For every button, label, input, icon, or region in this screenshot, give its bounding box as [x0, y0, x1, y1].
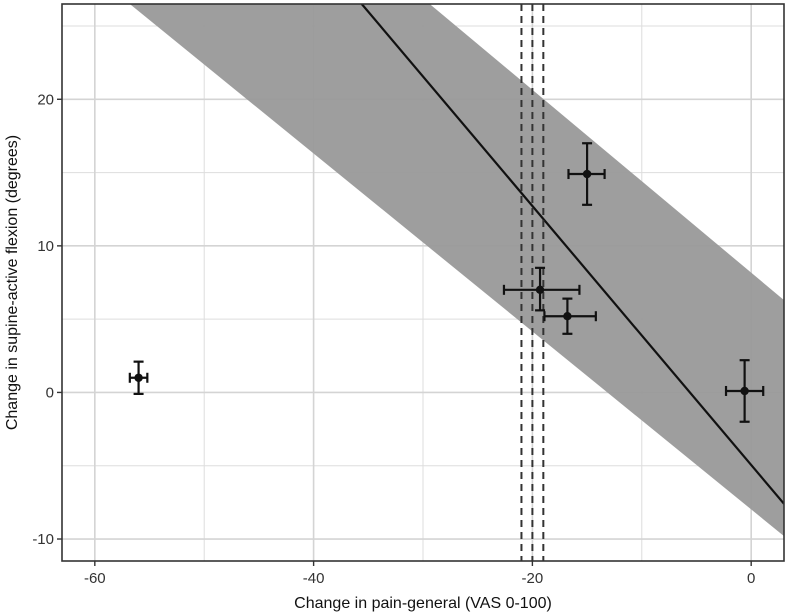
regression-line: [360, 4, 784, 505]
y-axis-ticks: -10 0 10 20: [32, 91, 62, 548]
x-tick-label: -20: [522, 570, 544, 587]
data-point-group: [128, 360, 149, 395]
y-tick-label: -10: [32, 531, 54, 548]
y-tick-label: 0: [46, 384, 54, 401]
data-point-group: [543, 297, 597, 335]
data-point: [582, 169, 592, 179]
x-axis-ticks: -60 -40 -20 0: [84, 561, 755, 587]
data-point: [740, 386, 749, 396]
data-point-group: [567, 142, 606, 206]
regression-line-layer: [360, 4, 784, 505]
data-point: [563, 312, 572, 321]
data-points-layer: [128, 142, 765, 423]
data-point: [535, 285, 545, 295]
x-tick-label: -40: [303, 570, 325, 587]
x-axis-title: Change in pain-general (VAS 0-100): [294, 595, 552, 612]
data-point-group: [502, 266, 581, 312]
x-tick-label: -60: [84, 570, 106, 587]
data-point-group: [724, 359, 765, 423]
y-tick-label: 10: [37, 238, 54, 255]
reference-lines-layer: [520, 4, 545, 561]
x-tick-label: 0: [747, 570, 755, 587]
confidence-band: [129, 4, 784, 537]
y-tick-label: 20: [37, 91, 54, 108]
data-point: [134, 373, 143, 382]
confidence-band-layer: [129, 4, 784, 537]
panel-border: [61, 3, 785, 562]
y-axis-title: Change in supine-active flexion (degrees…: [4, 135, 21, 430]
